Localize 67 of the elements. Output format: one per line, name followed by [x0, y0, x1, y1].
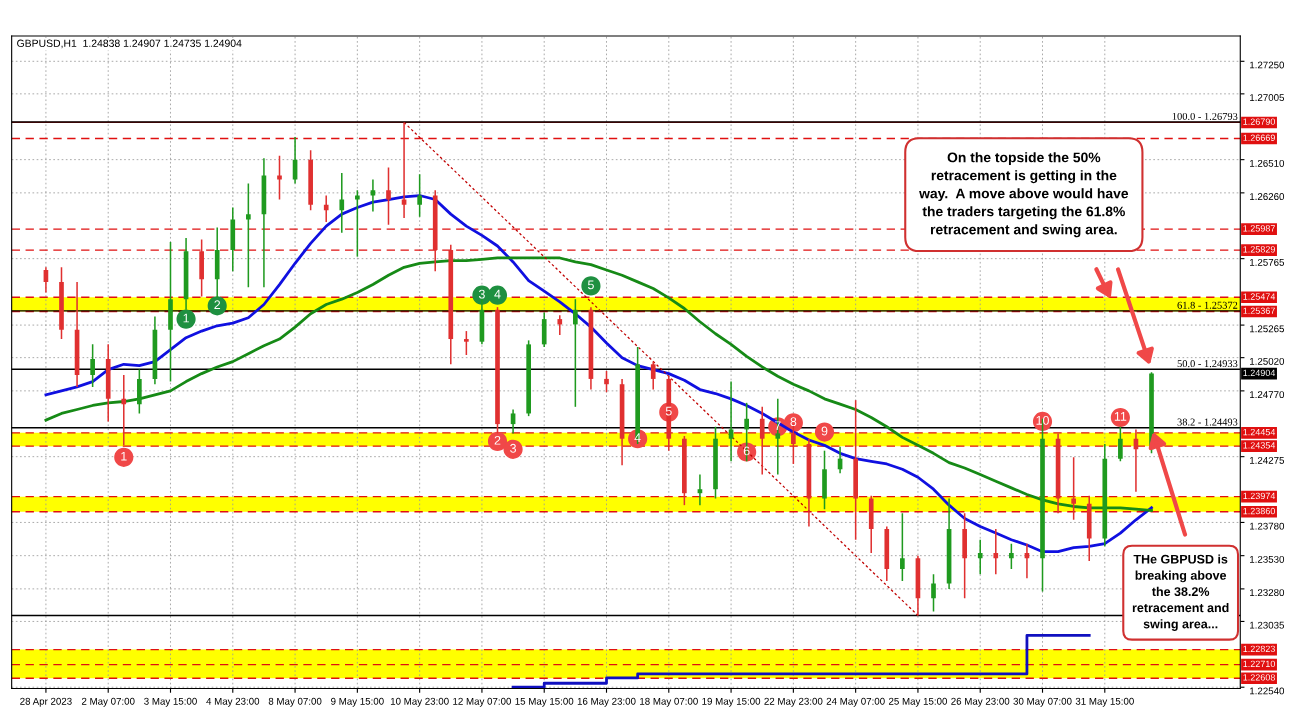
x-tick-label: 18 May 07:00	[640, 697, 698, 707]
y-tick-label: 1.23530	[1250, 555, 1285, 563]
annotation: 5	[665, 406, 672, 416]
annotation: 7	[774, 421, 781, 430]
ref-line-label: 1.23860	[1243, 507, 1276, 515]
ref-line-label: 1.24454	[1243, 428, 1276, 436]
chart-title: GBPUSD,H1 1.24838 1.24907 1.24735 1.24904	[17, 39, 242, 49]
ref-line-label: 1.23974	[1243, 492, 1276, 500]
annotation: 9	[821, 426, 828, 436]
y-tick-label: 1.27250	[1250, 61, 1285, 69]
x-tick-label: 25 May 15:00	[888, 697, 948, 707]
x-tick-label: 10 May 23:00	[390, 697, 449, 707]
ref-line-label: 1.26669	[1243, 134, 1275, 141]
x-tick-label: 15 May 15:00	[515, 697, 574, 707]
x-tick-label: 8 May 07:00	[268, 697, 322, 707]
x-tick-label: 30 May 07:00	[1013, 697, 1072, 707]
x-tick-label: 3 May 15:00	[144, 697, 197, 707]
ref-line-label: 1.25474	[1243, 293, 1276, 300]
y-tick-label: 1.23035	[1250, 621, 1285, 629]
ref-line-label: 1.24354	[1243, 442, 1276, 449]
annotation: 61.8 - 1.25372	[1177, 301, 1238, 309]
y-tick-label: 1.25765	[1250, 258, 1285, 266]
y-tick-label: 1.25265	[1250, 325, 1285, 333]
x-tick-label: 4 May 23:00	[206, 697, 260, 707]
y-tick-label: 1.23280	[1250, 589, 1285, 597]
y-tick-label: 1.23780	[1250, 522, 1285, 530]
annotation: 8	[790, 417, 797, 427]
ref-line-label: 1.22823	[1243, 645, 1275, 653]
annotation: On the topside the 50% retracement is getting in the way. A move above would have the traders targeting the 61.8% retracement and swing area.	[919, 152, 1129, 238]
annotation: 38.2 - 1.24493	[1177, 418, 1238, 426]
ref-line-label: 1.22608	[1243, 674, 1275, 681]
x-tick-label: 19 May 15:00	[702, 697, 761, 707]
x-tick-label: 16 May 23:00	[577, 697, 636, 707]
annotation: 100.0 - 1.26793	[1172, 112, 1238, 120]
x-tick-label: 28 Apr 2023	[20, 697, 72, 707]
annotation: 4	[494, 289, 501, 299]
x-tick-label: 22 May 23:00	[764, 697, 823, 707]
x-tick-label: 31 May 15:00	[1075, 697, 1134, 707]
y-tick-label: 1.24275	[1250, 456, 1285, 464]
ref-line-label: 1.22710	[1243, 660, 1276, 668]
ref-line-label: 1.25367	[1243, 307, 1275, 314]
x-tick-label: 9 May 15:00	[331, 697, 384, 707]
y-tick-label: 1.25020	[1250, 357, 1285, 365]
x-tick-label: 2 May 07:00	[81, 697, 135, 707]
y-tick-label: 1.27005	[1250, 94, 1285, 101]
ref-line-label: 1.25987	[1243, 225, 1275, 232]
annotation: 2	[214, 300, 221, 310]
x-tick-label: 26 May 23:00	[951, 697, 1010, 707]
ref-line-label: 1.25829	[1243, 246, 1275, 253]
annotation: 50.0 - 1.24933	[1177, 360, 1238, 368]
annotation: 5	[587, 280, 594, 290]
annotation: 2	[494, 435, 501, 445]
annotation: 1	[121, 451, 127, 461]
y-tick-label: 1.22540	[1250, 687, 1285, 695]
y-tick-label: 1.26260	[1250, 193, 1285, 201]
annotation: 3	[510, 443, 516, 453]
x-tick-label: 24 May 07:00	[826, 697, 885, 707]
annotation: THe GBPUSD is breaking above the 38.2% retracement and swing area...	[1132, 554, 1229, 631]
annotation: 3	[478, 289, 485, 299]
annotation: 11	[1114, 412, 1127, 421]
annotation: 10	[1036, 415, 1049, 425]
x-tick-label: 12 May 07:00	[453, 697, 512, 707]
y-tick-label: 1.24770	[1250, 391, 1285, 399]
text: 1.24904	[1243, 369, 1276, 377]
y-tick-label: 1.26510	[1250, 159, 1285, 167]
annotation: 1	[183, 313, 189, 323]
ref-line-label: 1.26790	[1243, 118, 1276, 125]
